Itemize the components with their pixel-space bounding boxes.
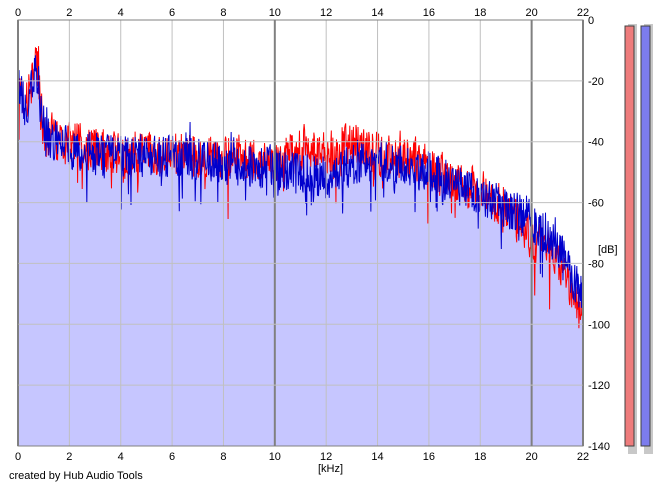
x-tick-label-top: 4 bbox=[118, 7, 124, 19]
series-line-2 bbox=[17, 55, 584, 308]
x-tick-label-bottom: 22 bbox=[577, 451, 589, 463]
x-ticks-top: 0 2 4 6 8 10 12 14 16 18 20 22 bbox=[15, 7, 589, 19]
credit-text: created by Hub Audio Tools bbox=[9, 470, 143, 482]
gridlines bbox=[17, 19, 584, 447]
x-tick-label-bottom: 16 bbox=[423, 451, 435, 463]
x-tick-label-bottom: 8 bbox=[220, 451, 226, 463]
x-ticks-bottom: 0 2 4 6 8 10 12 14 16 18 20 22 bbox=[15, 451, 589, 463]
y-tick-label: -100 bbox=[588, 319, 610, 331]
x-tick-label-bottom: 6 bbox=[169, 451, 175, 463]
x-tick-label-bottom: 12 bbox=[320, 451, 332, 463]
y-tick-label: -60 bbox=[588, 198, 604, 210]
level-meters bbox=[624, 24, 653, 454]
y-tick-label: 0 bbox=[588, 15, 594, 27]
y-tick-label: -40 bbox=[588, 137, 604, 149]
level-meter-2 bbox=[640, 25, 651, 447]
series-layer bbox=[17, 46, 584, 446]
x-tick-label-top: 0 bbox=[15, 7, 21, 19]
x-tick-label-bottom: 14 bbox=[371, 451, 383, 463]
y-axis-label: [dB] bbox=[598, 244, 618, 256]
x-tick-label-top: 20 bbox=[526, 7, 538, 19]
x-tick-label-top: 12 bbox=[320, 7, 332, 19]
x-tick-label-bottom: 0 bbox=[15, 451, 21, 463]
x-tick-label-bottom: 10 bbox=[269, 451, 281, 463]
x-tick-label-bottom: 18 bbox=[474, 451, 486, 463]
level-meter-1 bbox=[624, 25, 635, 447]
y-tick-label: -20 bbox=[588, 76, 604, 88]
x-tick-label-top: 2 bbox=[66, 7, 72, 19]
x-tick-label-bottom: 2 bbox=[66, 451, 72, 463]
x-tick-label-top: 16 bbox=[423, 7, 435, 19]
y-tick-label: -120 bbox=[588, 380, 610, 392]
x-tick-label-top: 18 bbox=[474, 7, 486, 19]
plot-frame bbox=[17, 19, 584, 447]
y-tick-label: -80 bbox=[588, 258, 604, 270]
x-axis-label: [kHz] bbox=[318, 463, 343, 475]
x-tick-label-top: 8 bbox=[220, 7, 226, 19]
x-tick-label-bottom: 20 bbox=[526, 451, 538, 463]
y-tick-label: -140 bbox=[588, 441, 610, 453]
x-tick-label-top: 6 bbox=[169, 7, 175, 19]
x-tick-label-top: 10 bbox=[269, 7, 281, 19]
x-tick-label-top: 14 bbox=[371, 7, 383, 19]
y-ticks: 0 -20 -40 -60 -80 -100 -120 -140 bbox=[588, 15, 610, 453]
x-tick-label-top: 22 bbox=[577, 7, 589, 19]
x-tick-label-bottom: 4 bbox=[118, 451, 124, 463]
